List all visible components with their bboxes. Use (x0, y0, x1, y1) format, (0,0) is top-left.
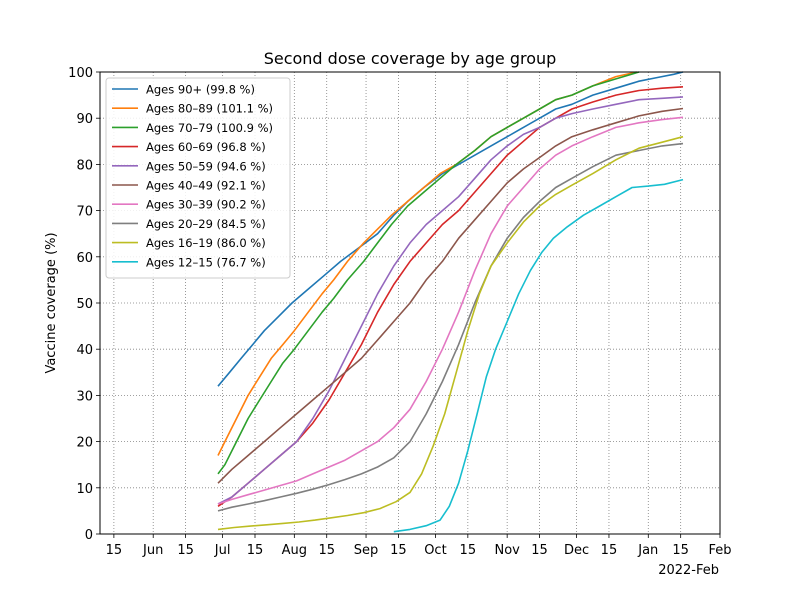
y-tick-label: 30 (76, 389, 93, 404)
series-line-9 (393, 178, 684, 533)
x-tick-label: 15 (390, 543, 407, 558)
y-tick-label: 40 (76, 343, 93, 358)
series-lines (217, 71, 684, 533)
x-axis-offset-label: 2022-Feb (658, 563, 719, 578)
series-line-2 (217, 71, 640, 475)
x-tick-label: 15 (247, 543, 264, 558)
legend-label: Ages 16–19 (86.0 %) (146, 236, 266, 250)
x-tick-label: Aug (282, 543, 307, 558)
y-tick-label: 50 (76, 297, 93, 312)
y-tick-label: 10 (76, 482, 93, 497)
y-tick-label: 0 (85, 528, 93, 543)
grid (100, 71, 721, 535)
legend-label: Ages 50–59 (94.6 %) (146, 159, 266, 173)
axes: 0 10 20 30 40 50 60 70 80 90 100 15 Jun 15 Jul 15 Aug 15 S… (68, 66, 731, 558)
y-tick-label: 90 (76, 112, 93, 127)
legend-label: Ages 40–49 (92.1 %) (146, 179, 266, 193)
x-tick-label: Jun (142, 543, 163, 558)
x-tick-label: Nov (494, 543, 520, 558)
plot-frame (99, 71, 721, 535)
x-tick-label: Dec (564, 543, 589, 558)
x-tick-label: 15 (601, 543, 618, 558)
x-tick-label: 15 (672, 543, 689, 558)
x-tick-label: 15 (177, 543, 194, 558)
series-line-5 (217, 107, 684, 484)
x-tick-label: 15 (318, 543, 335, 558)
legend-label: Ages 12–15 (76.7 %) (146, 255, 266, 269)
x-tick-label: Jan (637, 543, 658, 558)
legend-box (105, 77, 291, 279)
legend-label: Ages 30–39 (90.2 %) (146, 198, 266, 212)
legend-label: Ages 80–89 (101.1 %) (146, 102, 273, 116)
legend-label: Ages 70–79 (100.9 %) (146, 121, 273, 135)
series-line-4 (217, 96, 684, 505)
y-axis-label: Vaccine coverage (%) (44, 232, 59, 373)
series-line-8 (217, 135, 684, 531)
y-tick-label: 60 (76, 251, 93, 266)
y-tick-label: 20 (76, 436, 93, 451)
x-tick-label: Jul (214, 543, 231, 558)
chart-title: Second dose coverage by age group (264, 49, 557, 68)
legend-label: Ages 20–29 (84.5 %) (146, 217, 266, 231)
x-tick-label: Feb (708, 543, 731, 558)
legend-label: Ages 60–69 (96.8 %) (146, 140, 266, 154)
legend-label: Ages 90+ (99.8 %) (146, 83, 255, 97)
x-tick-label: 15 (106, 543, 123, 558)
x-tick-label: Oct (424, 543, 446, 558)
y-tick-label: 100 (68, 66, 93, 81)
series-line-7 (217, 142, 684, 512)
y-tick-label: 80 (76, 158, 93, 173)
x-tick-label: 15 (460, 543, 477, 558)
series-line-6 (217, 116, 684, 505)
x-tick-label: 15 (531, 543, 548, 558)
legend: Ages 90+ (99.8 %) Ages 80–89 (101.1 %) Age… (105, 77, 291, 279)
y-tick-label: 70 (76, 205, 93, 220)
x-tick-label: Sep (354, 543, 379, 558)
